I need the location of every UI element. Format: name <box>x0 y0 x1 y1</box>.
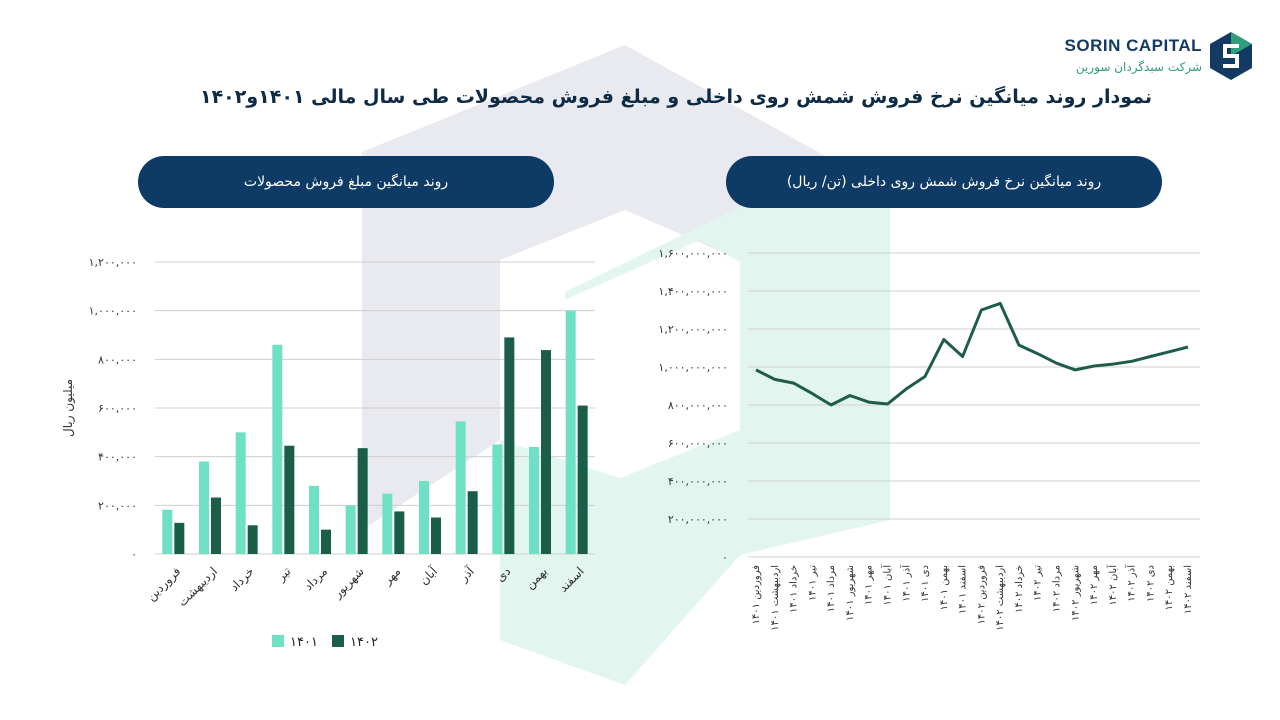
bar-1402 <box>504 337 515 554</box>
bar-1401 <box>345 505 356 554</box>
line-x-tick-label: بهمن ۱۴۰۲ <box>1164 565 1175 610</box>
bar-x-tick-label: دی <box>493 564 513 584</box>
bar-y-tick-label: ۱,۰۰۰,۰۰۰ <box>89 305 137 318</box>
bar-1401 <box>565 310 576 554</box>
line-x-tick-label: دی ۱۴۰۱ <box>920 565 931 602</box>
logo-subtitle: شرکت سبدگردان سورین <box>1075 60 1202 74</box>
company-logo: SORIN CAPITAL شرکت سبدگردان سورین <box>1065 30 1260 86</box>
bar-x-tick-label: شهریور <box>330 564 368 602</box>
bar-y-tick-label: ۱,۲۰۰,۰۰۰ <box>89 256 137 269</box>
bar-1402 <box>211 497 221 554</box>
line-x-tick-label: مرداد ۱۴۰۲ <box>1052 565 1063 612</box>
bar-1401 <box>235 432 246 554</box>
line-x-tick-label: اردیبهشت ۱۴۰۱ <box>770 565 781 631</box>
logo-name: SORIN CAPITAL <box>1064 36 1202 55</box>
bar-1402 <box>321 529 331 554</box>
bar-y-axis-label: میلیون ریال <box>61 379 76 437</box>
bar-y-tick-label: ۲۰۰,۰۰۰ <box>98 499 137 512</box>
line-y-tick-label: ۱,۰۰۰,۰۰۰,۰۰۰ <box>658 361 728 374</box>
line-x-tick-label: شهریور ۱۴۰۲ <box>1070 565 1081 621</box>
line-x-tick-label: فروردین ۱۴۰۲ <box>976 565 987 625</box>
bar-y-tick-label: ۶۰۰,۰۰۰ <box>98 402 137 415</box>
bar-x-tick-label: بهمن <box>523 564 551 592</box>
line-y-tick-label: ۴۰۰,۰۰۰,۰۰۰ <box>668 475 728 488</box>
bar-x-tick-label: مهر <box>380 564 404 588</box>
line-x-tick-label: آبان ۱۴۰۲ <box>1106 564 1119 606</box>
line-x-tick-label: فروردین ۱۴۰۱ <box>751 565 762 625</box>
bar-1401 <box>529 446 539 554</box>
bar-1401 <box>492 444 503 554</box>
line-y-tick-label: ۰ <box>722 551 728 564</box>
line-chart-title: روند میانگین نرخ فروش شمش روی داخلی (تن/… <box>726 156 1162 208</box>
bar-x-tick-label: مرداد <box>301 564 331 594</box>
bar-x-tick-label: اسفند <box>556 564 587 595</box>
line-x-tick-label: اردیبهشت ۱۴۰۲ <box>995 565 1006 631</box>
line-y-tick-label: ۱,۴۰۰,۰۰۰,۰۰۰ <box>658 285 728 298</box>
line-x-tick-label: بهمن ۱۴۰۱ <box>939 565 950 610</box>
bar-1402 <box>357 448 368 554</box>
line-x-tick-label: شهریور ۱۴۰۱ <box>845 565 856 621</box>
bar-x-tick-label: تیر <box>273 564 294 585</box>
bar-x-tick-label: اردیبهشت <box>175 564 221 610</box>
bar-1401 <box>309 485 319 554</box>
line-x-tick-label: مهر ۱۴۰۱ <box>864 565 875 605</box>
bar-1401 <box>272 344 283 554</box>
bar-1401 <box>419 481 429 554</box>
line-y-tick-label: ۶۰۰,۰۰۰,۰۰۰ <box>668 437 728 450</box>
bar-chart-title: روند میانگین مبلغ فروش محصولات <box>138 156 554 208</box>
bar-1402 <box>541 350 551 554</box>
page-title: نمودار روند میانگین نرخ فروش شمش روی داخ… <box>199 86 1152 108</box>
line-x-tick-label: مرداد ۱۴۰۱ <box>826 565 837 612</box>
line-y-tick-label: ۲۰۰,۰۰۰,۰۰۰ <box>668 513 728 526</box>
line-x-tick-label: تیر ۱۴۰۱ <box>807 565 818 601</box>
bar-x-tick-label: آذر <box>455 563 478 586</box>
bar-1401 <box>162 509 173 554</box>
bar-y-tick-label: ۰ <box>131 548 137 561</box>
bar-x-tick-label: خرداد <box>227 564 257 594</box>
line-x-tick-label: اسفند ۱۴۰۱ <box>958 565 969 614</box>
line-y-tick-label: ۸۰۰,۰۰۰,۰۰۰ <box>668 399 728 412</box>
line-x-tick-label: خرداد ۱۴۰۱ <box>789 565 800 613</box>
bar-x-tick-label: آبان <box>416 563 441 588</box>
bar-1401 <box>199 461 209 554</box>
bar-1402 <box>467 491 478 554</box>
bar-1402 <box>431 517 441 554</box>
line-x-tick-label: تیر ۱۴۰۲ <box>1033 565 1044 601</box>
bar-y-tick-label: ۸۰۰,۰۰۰ <box>98 353 137 366</box>
bar-1402 <box>247 525 258 554</box>
bar-y-tick-label: ۴۰۰,۰۰۰ <box>98 451 137 464</box>
line-x-tick-label: آذر ۱۴۰۲ <box>1125 564 1138 602</box>
line-x-tick-label: آذر ۱۴۰۱ <box>899 564 912 602</box>
line-x-tick-label: دی ۱۴۰۲ <box>1145 565 1156 602</box>
legend-label: ۱۴۰۱ <box>290 635 318 650</box>
legend-swatch <box>272 635 284 647</box>
line-y-tick-label: ۱,۲۰۰,۰۰۰,۰۰۰ <box>658 323 728 336</box>
bar-1401 <box>382 493 393 554</box>
line-series <box>755 301 1189 407</box>
line-x-tick-label: مهر ۱۴۰۲ <box>1089 565 1100 605</box>
bar-1402 <box>284 445 295 554</box>
legend-label: ۱۴۰۲ <box>350 635 378 650</box>
bar-1402 <box>394 511 405 554</box>
legend-swatch <box>332 635 344 647</box>
line-x-tick-label: خرداد ۱۴۰۲ <box>1014 565 1025 613</box>
bar-1401 <box>455 421 466 554</box>
logo-icon <box>1210 32 1252 80</box>
line-y-tick-label: ۱,۶۰۰,۰۰۰,۰۰۰ <box>658 247 728 260</box>
bar-1402 <box>174 522 185 554</box>
line-x-tick-label: آبان ۱۴۰۱ <box>880 564 893 606</box>
line-x-tick-label: اسفند ۱۴۰۲ <box>1183 565 1194 614</box>
bar-1402 <box>577 405 588 554</box>
